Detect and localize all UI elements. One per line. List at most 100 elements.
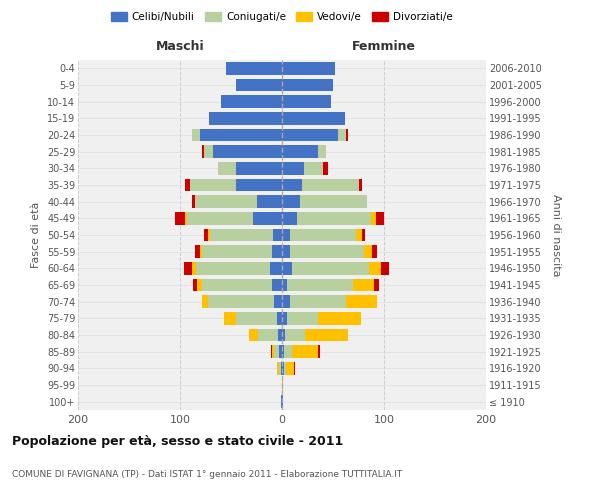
Text: Femmine: Femmine [352, 40, 416, 53]
Bar [318, 312, 361, 324]
Bar [282, 346, 284, 358]
Text: COMUNE DI FAVIGNANA (TP) - Dati ISTAT 1° gennaio 2011 - Elaborazione TUTTITALIA.: COMUNE DI FAVIGNANA (TP) - Dati ISTAT 1°… [12, 470, 402, 479]
Bar [205, 146, 212, 158]
Bar [190, 179, 236, 192]
Bar [205, 229, 208, 241]
Bar [284, 346, 292, 358]
Bar [196, 196, 257, 208]
Bar [284, 362, 286, 374]
Bar [192, 262, 196, 274]
Bar [282, 396, 283, 408]
Bar [302, 179, 359, 192]
Bar [282, 79, 333, 92]
Y-axis label: Anni di nascita: Anni di nascita [551, 194, 561, 276]
Bar [282, 279, 287, 291]
Bar [374, 279, 379, 291]
Bar [286, 362, 294, 374]
Bar [290, 296, 346, 308]
Bar [292, 346, 318, 358]
Bar [318, 146, 326, 158]
Bar [362, 229, 365, 241]
Bar [301, 196, 367, 208]
Bar [281, 396, 282, 408]
Bar [202, 296, 208, 308]
Bar [282, 212, 298, 224]
Bar [318, 346, 320, 358]
Bar [236, 162, 282, 174]
Bar [196, 246, 200, 258]
Bar [290, 229, 356, 241]
Bar [185, 212, 187, 224]
Bar [282, 179, 302, 192]
Bar [208, 296, 274, 308]
Bar [272, 279, 282, 291]
Bar [298, 212, 371, 224]
Bar [202, 246, 272, 258]
Bar [192, 129, 200, 141]
Bar [202, 279, 272, 291]
Bar [277, 362, 279, 374]
Bar [270, 262, 282, 274]
Bar [282, 129, 338, 141]
Bar [192, 196, 196, 208]
Bar [175, 212, 185, 224]
Bar [282, 62, 335, 74]
Bar [282, 329, 285, 341]
Bar [196, 262, 270, 274]
Bar [282, 312, 287, 324]
Legend: Celibi/Nubili, Coniugati/e, Vedovi/e, Divorziati/e: Celibi/Nubili, Coniugati/e, Vedovi/e, Di… [107, 8, 457, 26]
Bar [285, 329, 305, 341]
Bar [221, 96, 282, 108]
Bar [359, 179, 362, 192]
Bar [290, 246, 364, 258]
Bar [184, 262, 192, 274]
Y-axis label: Fasce di età: Fasce di età [31, 202, 41, 268]
Bar [372, 246, 377, 258]
Bar [356, 229, 362, 241]
Bar [277, 312, 282, 324]
Bar [292, 262, 369, 274]
Bar [226, 62, 282, 74]
Bar [346, 129, 349, 141]
Bar [287, 279, 353, 291]
Bar [257, 196, 282, 208]
Bar [274, 346, 279, 358]
Bar [253, 212, 282, 224]
Bar [282, 379, 283, 391]
Bar [274, 296, 282, 308]
Bar [371, 212, 376, 224]
Bar [209, 229, 273, 241]
Bar [282, 246, 290, 258]
Bar [282, 96, 331, 108]
Bar [272, 246, 282, 258]
Bar [338, 129, 346, 141]
Bar [376, 212, 384, 224]
Bar [273, 229, 282, 241]
Bar [187, 212, 253, 224]
Bar [185, 179, 190, 192]
Bar [282, 196, 301, 208]
Bar [250, 329, 257, 341]
Bar [281, 362, 282, 374]
Bar [364, 246, 372, 258]
Bar [282, 262, 292, 274]
Bar [282, 362, 284, 374]
Bar [236, 312, 277, 324]
Bar [208, 229, 209, 241]
Bar [200, 129, 282, 141]
Bar [272, 346, 274, 358]
Bar [381, 262, 389, 274]
Bar [282, 162, 304, 174]
Bar [278, 329, 282, 341]
Bar [323, 162, 328, 174]
Bar [236, 79, 282, 92]
Bar [200, 246, 202, 258]
Text: Popolazione per età, sesso e stato civile - 2011: Popolazione per età, sesso e stato civil… [12, 435, 343, 448]
Bar [212, 146, 282, 158]
Bar [304, 162, 323, 174]
Bar [279, 362, 281, 374]
Bar [294, 362, 295, 374]
Bar [279, 346, 282, 358]
Bar [271, 346, 272, 358]
Bar [209, 112, 282, 124]
